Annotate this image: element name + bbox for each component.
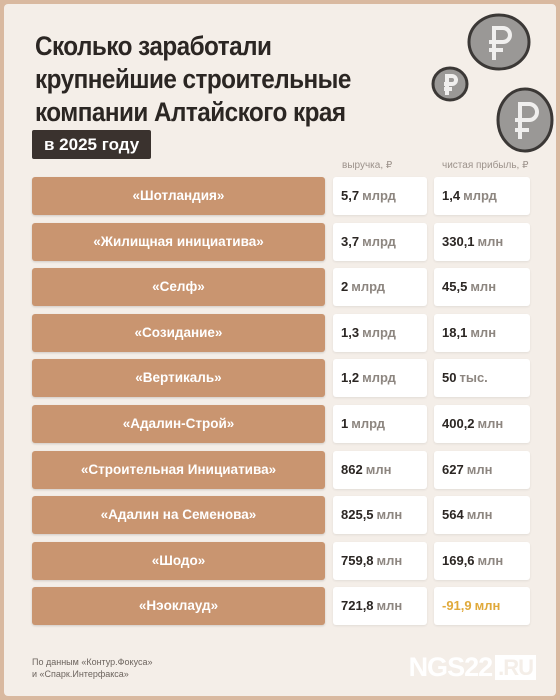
company-name: «Жилищная инициатива»	[32, 222, 325, 261]
revenue-unit: млн	[376, 552, 403, 568]
profit-cell: 1,4 млрд	[434, 177, 530, 215]
title-line: Сколько заработали	[35, 31, 272, 61]
profit-unit: млн	[470, 324, 497, 340]
column-header: чистая прибыль, ₽	[442, 160, 529, 171]
profit-value: 169,6	[442, 552, 475, 568]
profit-value: 1,4	[442, 188, 461, 203]
revenue-value: 759,8	[341, 552, 374, 568]
revenue-cell: 1,3 млрд	[333, 313, 427, 352]
revenue-value: 1,2	[341, 370, 360, 386]
profit-value: 50	[442, 370, 457, 386]
revenue-value: 721,8	[341, 598, 374, 614]
profit-value: 627	[442, 461, 464, 477]
profit-value: 564	[442, 507, 464, 523]
profit-cell: -91,9 млн	[434, 587, 530, 626]
profit-unit: млн	[474, 598, 501, 614]
profit-cell: 50 тыс.	[434, 359, 530, 398]
profit-cell: 627 млн	[434, 450, 530, 489]
revenue-cell: 1,2 млрд	[333, 359, 427, 398]
profit-unit: млн	[466, 507, 493, 523]
profit-value: 330,1	[442, 233, 475, 249]
profit-cell: 564 млн	[434, 496, 530, 535]
revenue-unit: млрд	[362, 324, 396, 340]
company-name: «Шотландия»	[32, 177, 325, 215]
profit-unit: млн	[477, 233, 504, 249]
profit-value: 45,5	[442, 279, 468, 295]
profit-value: 18,1	[442, 324, 468, 340]
logo-suffix: .RU	[495, 655, 536, 680]
profit-unit: млн	[470, 279, 497, 295]
company-name: «Шодо»	[32, 541, 325, 580]
profit-unit: млн	[466, 461, 493, 477]
title-line: крупнейшие строительные	[35, 64, 351, 94]
revenue-value: 2	[341, 279, 349, 295]
revenue-unit: млн	[376, 507, 403, 523]
source-line: По данным «Контур.Фокуса»	[32, 657, 153, 667]
company-name: «Строительная Инициатива»	[32, 450, 325, 489]
revenue-unit: млрд	[362, 233, 396, 249]
source-line: и «Спарк.Интерфакса»	[32, 669, 129, 679]
revenue-cell: 5,7 млрд	[333, 177, 427, 215]
revenue-unit: млн	[365, 461, 392, 477]
revenue-unit: млрд	[351, 416, 385, 431]
profit-cell: 18,1 млн	[434, 313, 530, 352]
profit-unit: млн	[477, 416, 504, 431]
company-name: «Адалин-Строй»	[32, 405, 325, 443]
profit-cell: 45,5 млн	[434, 268, 530, 307]
revenue-cell: 3,7 млрд	[333, 222, 427, 261]
profit-cell: 330,1 млн	[434, 222, 530, 261]
profit-value: 400,2	[442, 416, 475, 431]
profit-cell: 400,2 млн	[434, 405, 530, 443]
company-name: «Созидание»	[32, 313, 325, 352]
revenue-unit: млн	[376, 598, 403, 614]
subtitle: в 2025 году	[32, 130, 152, 159]
column-header: выручка, ₽	[342, 160, 393, 171]
source: По данным «Контур.Фокуса» и «Спарк.Интер…	[32, 656, 152, 680]
title: Сколько заработали крупнейшие строительн…	[35, 30, 413, 129]
coin-symbol	[515, 102, 539, 139]
revenue-value: 862	[341, 461, 363, 477]
revenue-cell: 862 млн	[333, 450, 427, 489]
revenue-cell: 1 млрд	[333, 405, 427, 443]
profit-cell: 169,6 млн	[434, 541, 530, 580]
revenue-value: 1	[341, 416, 349, 431]
revenue-value: 5,7	[341, 188, 360, 203]
company-name: «Адалин на Семенова»	[32, 496, 325, 535]
revenue-cell: 2 млрд	[333, 268, 427, 307]
logo: NGS22 .RU	[409, 652, 536, 683]
coin-symbol	[444, 74, 458, 95]
revenue-cell: 721,8 млн	[333, 587, 427, 626]
profit-unit: тыс.	[459, 370, 488, 386]
profit-unit: млрд	[463, 188, 497, 203]
revenue-cell: 825,5 млн	[333, 496, 427, 535]
revenue-value: 1,3	[341, 324, 360, 340]
company-name: «Вертикаль»	[32, 359, 325, 398]
revenue-value: 825,5	[341, 507, 374, 523]
card: Сколько заработали крупнейшие строительн…	[4, 4, 556, 696]
title-line: компании Алтайского края	[35, 97, 346, 127]
company-name: «Селф»	[32, 268, 325, 307]
company-name: «Нэоклауд»	[32, 587, 325, 626]
revenue-unit: млрд	[362, 188, 396, 203]
profit-value: -91,9	[442, 598, 472, 614]
coins-decoration	[431, 13, 554, 153]
revenue-unit: млрд	[351, 279, 385, 295]
logo-text: NGS22	[408, 652, 494, 682]
profit-unit: млн	[477, 552, 504, 568]
coin-symbol	[489, 26, 512, 60]
revenue-cell: 759,8 млн	[333, 541, 427, 580]
revenue-unit: млрд	[362, 370, 396, 386]
revenue-value: 3,7	[341, 233, 360, 249]
